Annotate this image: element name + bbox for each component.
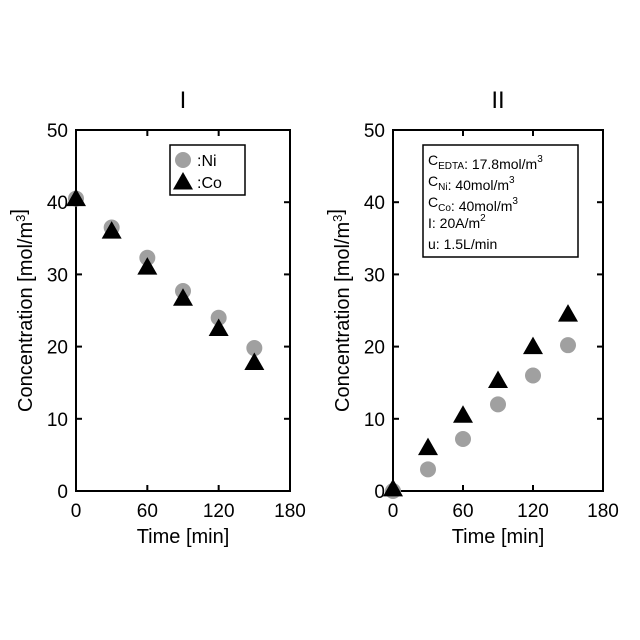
text-part: : 40mol/m <box>451 198 512 214</box>
subscript: Co <box>438 203 451 214</box>
superscript: 3 <box>509 175 515 186</box>
panel-title: II <box>491 87 504 114</box>
x-tick-label: 60 <box>452 501 473 522</box>
y-tick-label: 40 <box>364 193 385 214</box>
circle-marker <box>455 431 471 447</box>
text-part: I: 20A/m <box>428 215 480 231</box>
y-tick-label: 10 <box>47 410 68 431</box>
triangle-marker <box>453 405 473 423</box>
text-part: Concentration [mol/m <box>15 222 37 412</box>
triangle-marker <box>558 304 578 322</box>
y-tick-label: 0 <box>57 482 68 503</box>
text-part: Concentration [mol/m <box>332 222 354 412</box>
circle-marker <box>490 396 506 412</box>
annotation-line: I: 20A/m2 <box>428 213 486 231</box>
text-part: C <box>428 152 438 168</box>
subscript: Ni <box>438 182 447 193</box>
chart-panel: I 0 10 20 30 40 50 0 60 120 180 Time [min] Concentra… <box>8 87 306 548</box>
circle-marker <box>560 337 576 353</box>
triangle-marker <box>244 352 264 370</box>
y-tick-label: 30 <box>364 265 385 286</box>
chart-panel: II 0 10 20 30 40 50 0 60 120 180 Time [min] Concentr… <box>325 87 619 548</box>
text-part: : 17.8mol/m <box>464 156 537 172</box>
x-tick-label: 120 <box>517 501 549 522</box>
triangle-marker <box>523 337 543 355</box>
y-axis-label: Concentration [mol/m3] <box>8 209 37 412</box>
y-axis-label: Concentration [mol/m3] <box>325 209 354 412</box>
x-tick-label: 180 <box>587 501 619 522</box>
y-tick-label: 20 <box>47 338 68 359</box>
x-axis-label: Time [min] <box>137 526 230 548</box>
text-part: : 40mol/m <box>448 177 509 193</box>
superscript: 3 <box>13 215 28 222</box>
text-part: u: 1.5L/min <box>428 236 497 252</box>
triangle-marker <box>418 438 438 456</box>
circle-marker <box>420 461 436 477</box>
x-tick-label: 180 <box>274 501 306 522</box>
x-axis-label: Time [min] <box>452 526 545 548</box>
triangle-marker <box>488 371 508 389</box>
y-tick-label: 50 <box>364 121 385 142</box>
y-tick-label: 40 <box>47 193 68 214</box>
figure: I01020304050060120180Time [min]Concentra… <box>0 0 640 640</box>
text-part: ] <box>8 209 30 215</box>
subscript: EDTA <box>438 161 464 172</box>
y-tick-label: 50 <box>47 121 68 142</box>
panel-title: I <box>180 87 187 114</box>
legend-label: :Co <box>197 175 222 192</box>
x-tick-label: 120 <box>203 501 235 522</box>
superscript: 2 <box>480 213 486 224</box>
y-tick-label: 10 <box>364 410 385 431</box>
legend-label: :Ni <box>197 153 217 170</box>
superscript: 3 <box>537 154 543 165</box>
text-part: C <box>428 173 438 189</box>
superscript: 3 <box>330 215 345 222</box>
x-tick-label: 0 <box>71 501 82 522</box>
circle-marker <box>525 367 541 383</box>
text-part: ] <box>325 209 347 215</box>
y-tick-label: 20 <box>364 338 385 359</box>
y-tick-label: 0 <box>374 482 385 503</box>
text-part: C <box>428 194 438 210</box>
superscript: 3 <box>512 196 518 207</box>
x-tick-label: 0 <box>388 501 399 522</box>
x-tick-label: 60 <box>137 501 158 522</box>
y-tick-label: 30 <box>47 265 68 286</box>
annotation-line: u: 1.5L/min <box>428 236 497 252</box>
circle-marker <box>175 152 191 168</box>
